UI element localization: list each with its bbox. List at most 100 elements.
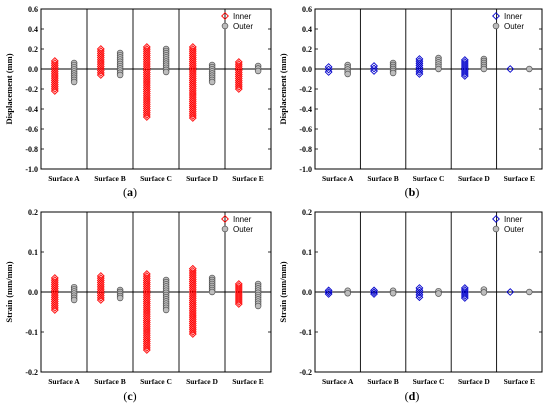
panel-label: (a) xyxy=(123,185,137,199)
x-tick-label-surface-e: Surface E xyxy=(232,377,263,386)
y-tick-label: 0.2 xyxy=(28,208,38,217)
panel-label: (c) xyxy=(123,389,136,403)
point-inner-surface-b xyxy=(96,68,105,77)
point-inner-surface-d xyxy=(188,330,197,338)
y-tick-label: 0.2 xyxy=(302,208,312,217)
point-outer-surface-d xyxy=(208,78,216,86)
point-inner-surface-d xyxy=(460,290,469,298)
point-inner-surface-d xyxy=(188,325,197,334)
series-inner xyxy=(50,264,243,354)
x-tick-label-surface-d: Surface D xyxy=(458,174,490,183)
point-inner-surface-b xyxy=(96,71,105,79)
legend-label-inner: Inner xyxy=(504,12,523,21)
x-tick-label-surface-d: Surface D xyxy=(186,377,218,386)
x-tick-label-surface-e: Surface E xyxy=(504,174,535,183)
point-outer-surface-a xyxy=(70,78,78,86)
point-inner-surface-a xyxy=(50,303,59,312)
series-outer xyxy=(344,54,533,78)
point-inner-surface-b xyxy=(96,291,105,300)
y-tick-label: 0.6 xyxy=(302,5,312,14)
panel-letter: b xyxy=(409,185,416,199)
y-tick-label: 0.0 xyxy=(28,65,38,74)
point-inner-surface-e xyxy=(234,82,243,91)
y-tick-label: -0.6 xyxy=(299,125,312,134)
y-axis-label: Strain (mm/mm) xyxy=(278,261,288,322)
point-inner-surface-a xyxy=(324,63,333,71)
point-inner-surface-c xyxy=(142,341,151,350)
x-tick-label-surface-a: Surface A xyxy=(322,174,354,183)
x-tick-label-surface-d: Surface D xyxy=(186,174,218,183)
y-tick-label: -0.2 xyxy=(25,85,38,94)
point-outer-surface-e xyxy=(254,302,262,310)
point-outer-surface-b xyxy=(389,289,397,297)
series-inner xyxy=(324,55,515,80)
point-inner-surface-c xyxy=(415,290,424,299)
y-tick-label: -0.2 xyxy=(25,368,38,377)
x-tick-label-surface-b: Surface B xyxy=(94,377,125,386)
panel-letter: d xyxy=(409,389,416,403)
point-inner-surface-b xyxy=(370,67,378,75)
panel-letter: c xyxy=(127,389,133,403)
y-tick-label: -0.6 xyxy=(25,125,38,134)
legend-label-inner: Inner xyxy=(504,215,523,224)
point-inner-surface-a xyxy=(50,306,59,314)
point-inner-surface-c xyxy=(415,288,424,297)
point-outer-surface-c xyxy=(162,68,170,76)
legend-marker-inner xyxy=(492,12,500,20)
point-inner-surface-c xyxy=(142,110,151,119)
legend-label-inner: Inner xyxy=(233,12,252,21)
point-outer-surface-c xyxy=(435,290,442,297)
x-tick-label-surface-b: Surface B xyxy=(367,377,398,386)
legend-marker-inner xyxy=(492,215,500,223)
y-tick-label: -0.1 xyxy=(25,328,38,337)
legend-marker-inner xyxy=(221,12,229,20)
point-inner-surface-a xyxy=(324,286,333,295)
panel-b: -1.0 -0.8 -0.6 -0.4 -0.2 0.0 0.2 0.4 0.6 Surface … xyxy=(278,5,543,199)
x-tick-label-surface-c: Surface C xyxy=(140,377,172,386)
point-inner-surface-a xyxy=(50,82,59,91)
y-tick-label: -1.0 xyxy=(25,165,38,174)
series-inner xyxy=(324,284,515,302)
x-tick-label-surface-b: Surface B xyxy=(94,174,125,183)
y-axis-label: Strain (mm/mm) xyxy=(4,261,14,322)
legend-label-outer: Outer xyxy=(233,225,253,234)
x-tick-label-surface-b: Surface B xyxy=(367,174,398,183)
x-tick-label-surface-c: Surface C xyxy=(140,174,172,183)
point-inner-surface-d xyxy=(188,327,197,336)
y-axis-label: Displacement (mm) xyxy=(278,53,288,124)
x-tick-label-surface-a: Surface A xyxy=(48,377,80,386)
point-inner-surface-e xyxy=(234,300,243,308)
panel-label: (d) xyxy=(405,389,420,403)
point-inner-surface-b xyxy=(370,288,378,297)
point-inner-surface-e xyxy=(234,296,243,304)
point-inner-surface-c xyxy=(415,67,424,76)
legend-marker-inner xyxy=(221,215,229,223)
point-inner-surface-d xyxy=(460,294,469,302)
point-inner-surface-d xyxy=(188,109,197,118)
point-outer-surface-b xyxy=(116,294,124,302)
panel-d: -0.2 -0.1 0.0 0.1 0.2 Surface A Surface B Surfa… xyxy=(278,208,543,403)
y-tick-label: 0.0 xyxy=(302,65,312,74)
point-inner-surface-c xyxy=(415,65,424,74)
x-tick-label-surface-d: Surface D xyxy=(458,377,490,386)
point-outer-surface-b xyxy=(116,71,124,79)
legend-marker-outer xyxy=(221,225,229,233)
y-tick-label: -0.4 xyxy=(299,105,312,114)
legend-label-outer: Outer xyxy=(233,22,253,31)
point-outer-surface-c xyxy=(162,306,170,314)
plot-area xyxy=(314,8,543,170)
point-outer-surface-d xyxy=(208,288,216,296)
point-inner-surface-d xyxy=(460,68,469,76)
series-outer xyxy=(70,45,262,86)
panel-a: -1.0 -0.8 -0.6 -0.4 -0.2 0.0 0.2 0.4 0.6 Surface … xyxy=(4,5,272,199)
point-outer-surface-e xyxy=(526,65,533,73)
point-inner-surface-c xyxy=(415,293,424,302)
point-outer-surface-b xyxy=(389,69,397,77)
point-inner-surface-d xyxy=(188,114,197,122)
y-tick-label: 0.4 xyxy=(302,25,312,34)
legend-label-outer: Outer xyxy=(504,22,524,31)
